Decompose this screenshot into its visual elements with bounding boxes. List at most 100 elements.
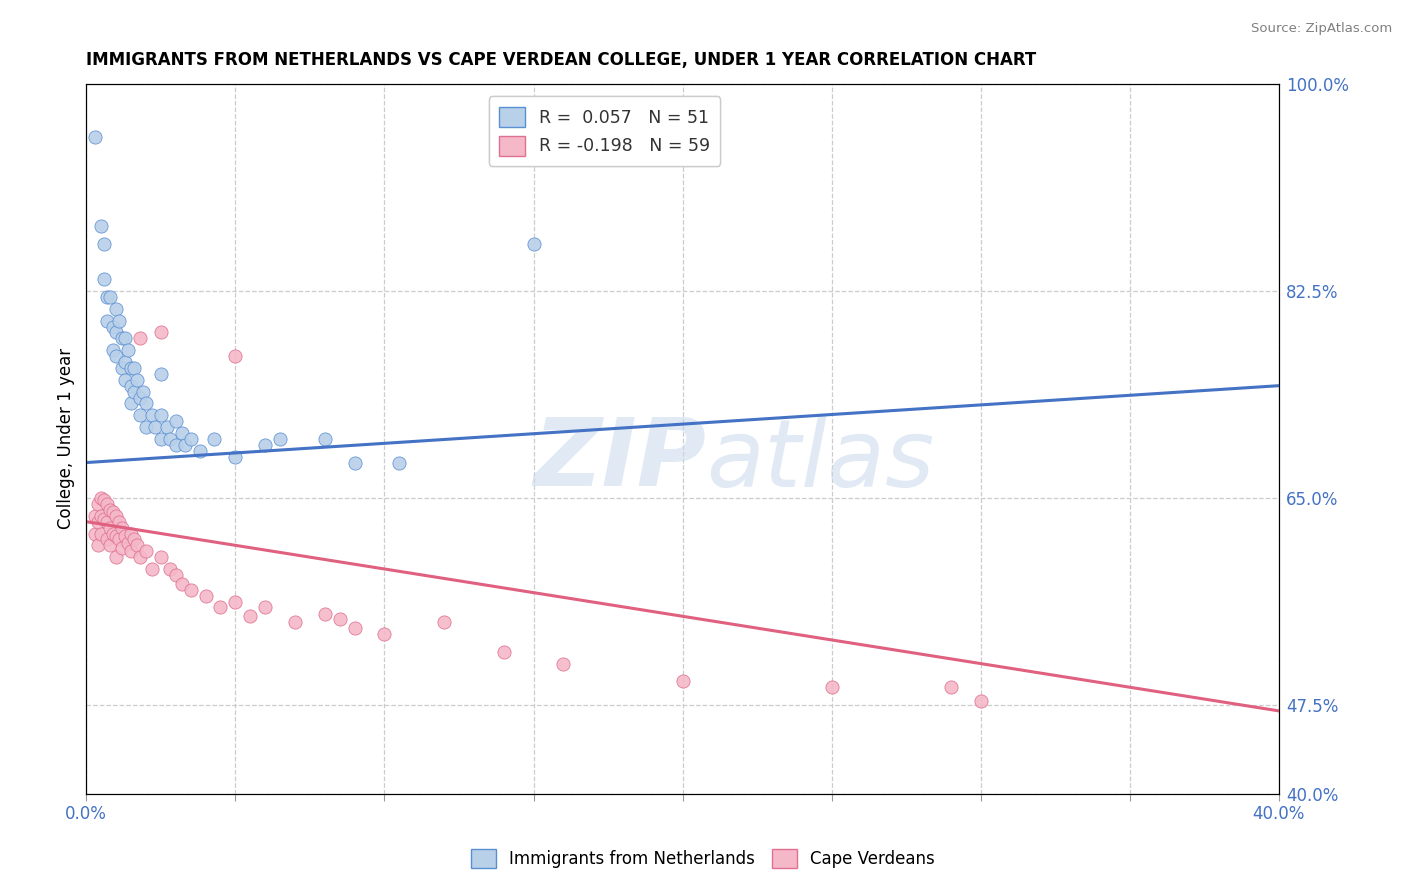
- Point: [132, 384, 155, 399]
- Point: [135, 396, 157, 410]
- Point: [129, 391, 152, 405]
- Point: [224, 349, 246, 363]
- Point: [87, 497, 110, 511]
- Point: [93, 272, 115, 286]
- Point: [180, 432, 202, 446]
- Point: [87, 515, 110, 529]
- Point: [188, 443, 211, 458]
- Point: [173, 438, 195, 452]
- Point: [224, 595, 246, 609]
- Point: [939, 680, 962, 694]
- Point: [96, 533, 118, 547]
- Point: [125, 373, 148, 387]
- Point: [970, 694, 993, 708]
- Point: [108, 515, 131, 529]
- Point: [343, 621, 366, 635]
- Point: [101, 319, 124, 334]
- Point: [114, 355, 136, 369]
- Point: [553, 657, 575, 671]
- Point: [170, 425, 193, 440]
- Point: [180, 583, 202, 598]
- Point: [224, 450, 246, 464]
- Point: [117, 343, 139, 358]
- Point: [84, 508, 107, 523]
- Point: [254, 599, 277, 614]
- Point: [122, 360, 145, 375]
- Point: [143, 420, 166, 434]
- Point: [269, 432, 291, 446]
- Point: [122, 533, 145, 547]
- Point: [96, 497, 118, 511]
- Point: [159, 562, 181, 576]
- Point: [492, 645, 515, 659]
- Legend: R =  0.057   N = 51, R = -0.198   N = 59: R = 0.057 N = 51, R = -0.198 N = 59: [488, 96, 720, 166]
- Point: [111, 541, 134, 555]
- Point: [90, 219, 112, 233]
- Text: Source: ZipAtlas.com: Source: ZipAtlas.com: [1251, 22, 1392, 36]
- Point: [101, 526, 124, 541]
- Point: [254, 438, 277, 452]
- Text: IMMIGRANTS FROM NETHERLANDS VS CAPE VERDEAN COLLEGE, UNDER 1 YEAR CORRELATION CH: IMMIGRANTS FROM NETHERLANDS VS CAPE VERD…: [86, 51, 1036, 69]
- Point: [105, 529, 128, 543]
- Point: [522, 236, 544, 251]
- Point: [149, 409, 172, 423]
- Text: ZIP: ZIP: [533, 414, 706, 506]
- Point: [129, 331, 152, 345]
- Point: [373, 627, 395, 641]
- Point: [96, 290, 118, 304]
- Point: [204, 432, 226, 446]
- Point: [111, 331, 134, 345]
- Point: [165, 438, 187, 452]
- Point: [108, 313, 131, 327]
- Point: [165, 568, 187, 582]
- Point: [122, 384, 145, 399]
- Text: atlas: atlas: [706, 415, 935, 506]
- Point: [120, 360, 142, 375]
- Point: [101, 505, 124, 519]
- Point: [135, 544, 157, 558]
- Point: [93, 512, 115, 526]
- Point: [98, 538, 121, 552]
- Point: [120, 526, 142, 541]
- Point: [135, 420, 157, 434]
- Point: [149, 367, 172, 381]
- Point: [433, 615, 456, 630]
- Point: [284, 615, 307, 630]
- Point: [114, 373, 136, 387]
- Point: [84, 526, 107, 541]
- Point: [105, 301, 128, 316]
- Point: [141, 562, 163, 576]
- Point: [108, 533, 131, 547]
- Point: [170, 577, 193, 591]
- Point: [329, 612, 352, 626]
- Point: [98, 520, 121, 534]
- Point: [194, 589, 217, 603]
- Point: [129, 550, 152, 565]
- Y-axis label: College, Under 1 year: College, Under 1 year: [58, 349, 75, 530]
- Point: [114, 529, 136, 543]
- Point: [105, 326, 128, 340]
- Point: [93, 236, 115, 251]
- Point: [149, 550, 172, 565]
- Point: [84, 130, 107, 145]
- Legend: Immigrants from Netherlands, Cape Verdeans: Immigrants from Netherlands, Cape Verdea…: [464, 842, 942, 875]
- Point: [105, 550, 128, 565]
- Point: [93, 493, 115, 508]
- Point: [120, 544, 142, 558]
- Point: [105, 349, 128, 363]
- Point: [117, 536, 139, 550]
- Point: [98, 503, 121, 517]
- Point: [120, 396, 142, 410]
- Point: [129, 409, 152, 423]
- Point: [159, 432, 181, 446]
- Point: [149, 432, 172, 446]
- Point: [101, 343, 124, 358]
- Point: [149, 326, 172, 340]
- Point: [314, 432, 336, 446]
- Point: [111, 520, 134, 534]
- Point: [114, 331, 136, 345]
- Point: [125, 538, 148, 552]
- Point: [209, 599, 232, 614]
- Point: [141, 409, 163, 423]
- Point: [90, 526, 112, 541]
